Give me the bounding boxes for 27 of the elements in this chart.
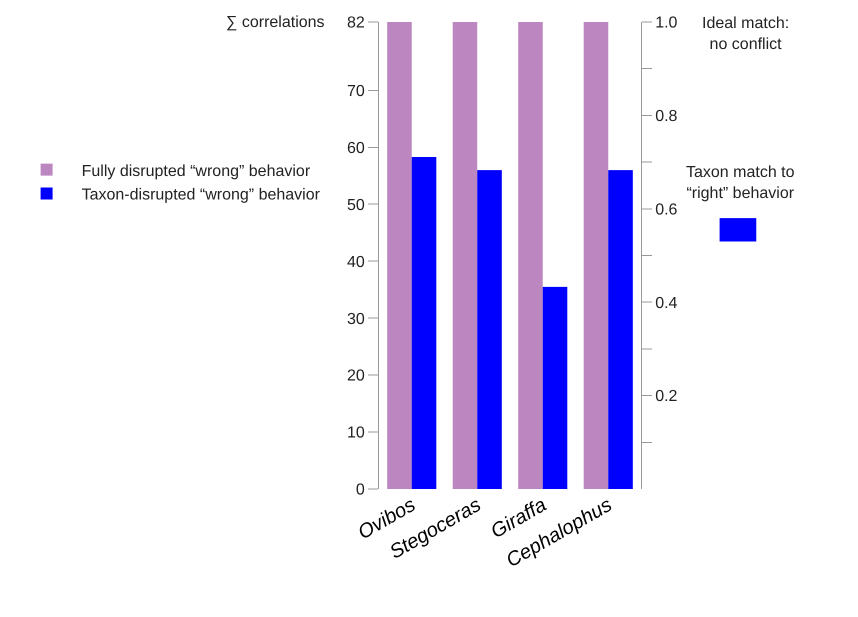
text: Ideal match: no conflict — [702, 15, 790, 53]
y-tick-label: 50 — [347, 196, 365, 214]
legend-label: Fully disrupted “wrong” behavior — [82, 162, 311, 180]
legend-label: Taxon-disrupted “wrong” behavior — [82, 186, 321, 204]
y2-tick-label: 0.4 — [655, 294, 678, 312]
y2-tick-label: 0.6 — [655, 201, 678, 218]
bar — [608, 170, 633, 489]
y-tick-label: 30 — [347, 310, 365, 328]
y-tick-label: 40 — [347, 254, 365, 271]
bar — [387, 22, 412, 489]
y2-tick-label: 0.2 — [655, 388, 678, 406]
y-tick-label: 82 — [347, 14, 365, 32]
y2-tick-label: 0.8 — [655, 108, 678, 125]
bar — [542, 286, 568, 489]
y2-tick-label: 1.0 — [655, 14, 678, 32]
bar — [477, 170, 502, 489]
y-tick-label: 20 — [347, 368, 365, 385]
text: Taxon match to “right” behavior — [686, 164, 795, 202]
bar — [452, 22, 478, 489]
y-tick-label: 70 — [347, 82, 365, 100]
y-tick-label: 10 — [347, 424, 365, 442]
y-tick-label: 0 — [356, 482, 365, 499]
y-axis-title: ∑ correlations — [226, 14, 325, 31]
y-tick-label: 60 — [347, 140, 365, 157]
bar — [518, 22, 543, 489]
bar — [412, 156, 436, 489]
bar — [584, 22, 608, 489]
